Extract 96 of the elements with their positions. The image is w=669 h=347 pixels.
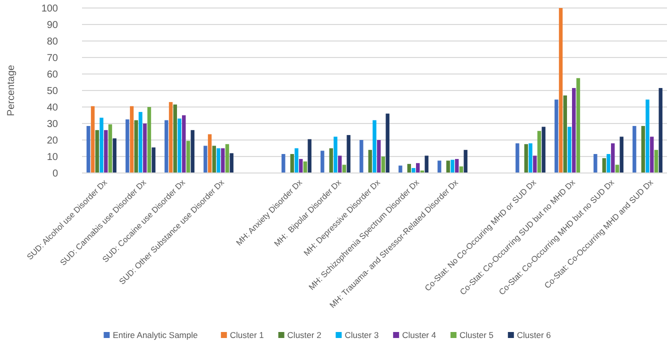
bar [86,126,90,173]
bar [386,114,390,173]
bar [455,158,459,173]
legend-label: Cluster 5 [460,330,494,340]
legend-label: Cluster 4 [402,330,436,340]
bar [412,168,416,173]
y-tick-label: 60 [46,70,58,80]
y-tick-label: 20 [46,136,58,146]
bar [464,150,468,173]
bar [611,143,615,173]
bar [225,144,230,173]
bar [299,158,303,173]
bar [112,138,116,173]
bar [126,119,130,173]
bar [563,95,567,173]
y-tick-label: 10 [46,152,58,163]
bar [152,147,156,173]
y-tick-label: 30 [46,119,58,130]
bar [381,156,386,173]
bar [346,135,350,173]
bar [290,154,294,173]
bar [594,154,598,173]
bar [606,154,610,173]
bar [186,140,190,173]
bar [620,136,624,173]
y-tick-label: 70 [46,53,58,64]
y-tick-label: 0 [52,168,58,180]
bar [230,153,234,173]
bar [368,150,372,173]
bar [658,88,662,173]
bar [308,139,312,173]
bar [650,136,654,173]
bar [537,130,542,173]
bar [372,120,376,173]
bar [338,156,342,173]
bar [147,107,152,173]
bar [646,100,650,173]
bar [446,160,450,173]
bar [90,106,95,173]
bar [438,160,442,173]
y-tick-label: 50 [46,86,58,97]
bar [212,146,216,173]
bar [377,140,381,173]
bar [424,156,428,173]
bar [282,154,286,173]
bar [320,150,324,173]
legend-label: Cluster 3 [344,330,379,340]
y-tick-label: 100 [41,4,58,14]
bar [542,126,546,173]
bar [528,143,532,173]
bar [216,148,220,173]
bar [208,134,212,173]
bar [95,130,99,173]
bar [416,163,420,173]
bar [654,150,658,173]
bar [164,120,168,173]
bar [576,78,580,173]
bar [524,144,528,173]
bar [554,100,558,173]
bar [533,156,537,173]
bar [568,126,572,173]
bar [134,120,138,173]
bar [182,115,186,173]
bar [303,161,308,173]
bar [204,146,208,173]
legend-label: Cluster 6 [516,330,552,340]
bar [138,112,142,173]
y-tick-label: 40 [46,102,58,114]
bar [632,126,636,173]
bar [104,130,108,173]
bar [294,148,298,173]
bar [173,104,177,173]
y-axis-title: Percentage [6,64,17,116]
bar [602,158,606,173]
bar [360,140,364,173]
bar [100,118,104,173]
bar [450,160,454,173]
bar [221,148,225,173]
legend-label: Cluster 2 [287,330,322,340]
bar [190,130,194,173]
bar [329,148,333,173]
bar [178,118,182,173]
bar [572,88,576,173]
bar [168,102,173,173]
bar [516,143,520,173]
bar [108,124,112,173]
y-tick-label: 80 [46,36,58,48]
bar [334,136,338,173]
y-tick-label: 90 [46,20,58,31]
bar [398,166,402,173]
legend-label: Cluster 1 [230,330,264,340]
bar [558,8,563,173]
bar [641,126,645,173]
bar [130,106,134,173]
bar [143,124,147,173]
legend-label: Entire Analytic Sample [112,330,198,340]
